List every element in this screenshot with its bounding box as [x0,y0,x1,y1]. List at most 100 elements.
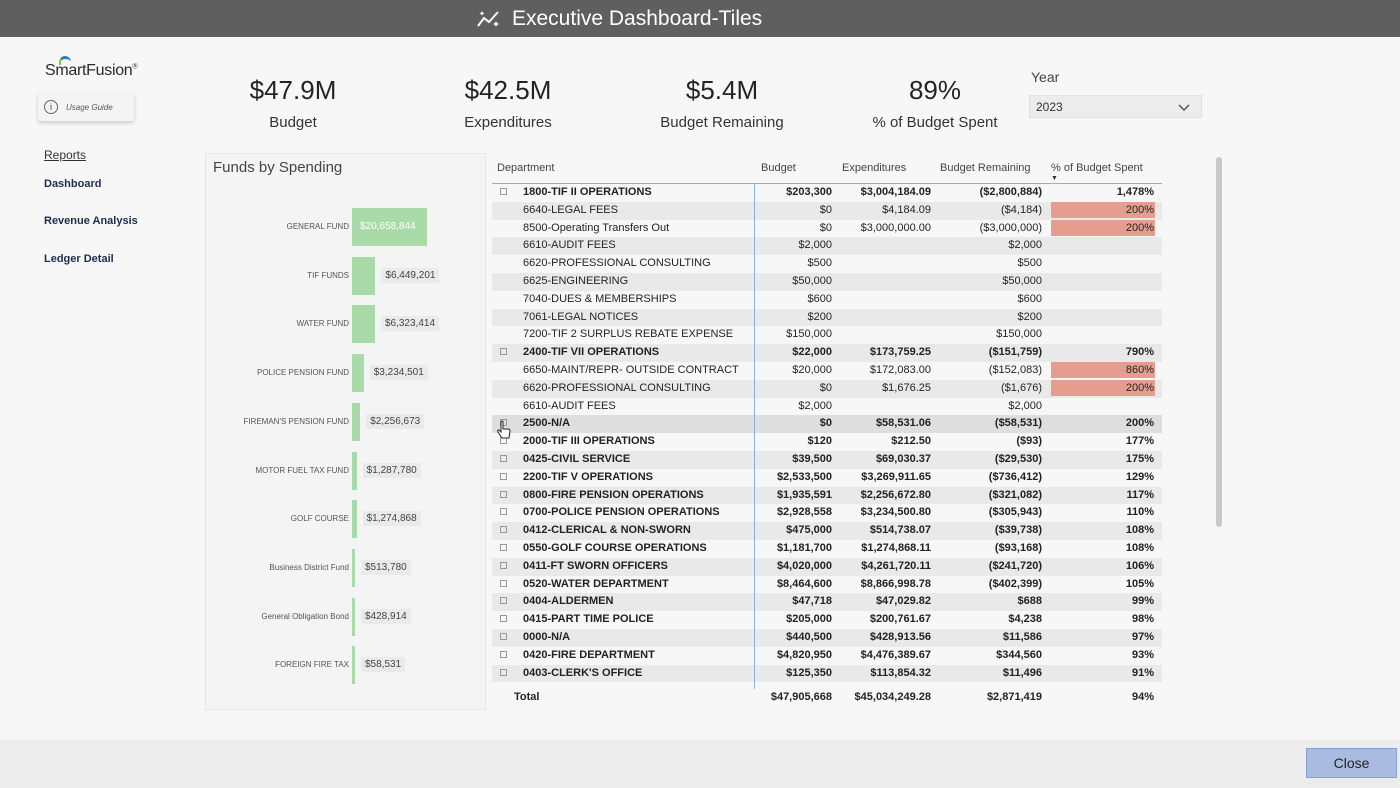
window-title: Executive Dashboard-Tiles [512,6,763,30]
table-row[interactable]: 6620-PROFESSIONAL CONSULTING $0 $1,676.25 (… [492,379,1162,398]
fund-bar-row[interactable]: MOTOR FUEL TAX FUND $1,287,780 [206,451,487,492]
sort-desc-icon[interactable]: ▼ [1051,175,1058,182]
table-row[interactable]: 6650-MAINT/REPR- OUTSIDE CONTRACT $20,000… [492,361,1162,380]
fund-bar-row[interactable]: TIF FUNDS $6,449,201 [206,256,487,297]
fund-bar-row[interactable]: GENERAL FUND $20,658,844 [206,208,487,248]
table-row[interactable]: 0411-FT SWORN OFFICERS $4,020,000 $4,261,7… [492,557,1162,576]
fund-bar[interactable] [352,548,355,587]
fund-bar[interactable] [352,500,357,539]
budget-cell: $200 [807,310,832,323]
pct-cell: 91% [1131,666,1154,679]
hand-cursor-icon [497,420,511,439]
remaining-cell: ($29,530) [994,452,1042,465]
fund-bar-row[interactable]: FIREMAN'S PENSION FUND $2,256,673 [206,402,487,443]
fund-bar[interactable] [352,256,376,295]
expand-icon[interactable] [500,508,507,516]
col-budget[interactable]: Budget [761,162,796,174]
expand-icon[interactable] [500,650,507,658]
pct-cell: 200% [1125,203,1154,216]
pct-cell: 129% [1125,470,1154,483]
table-row[interactable]: 0425-CIVIL SERVICE $39,500 $69,030.37 ($29,… [492,450,1162,469]
table-row[interactable]: 6610-AUDIT FEES $2,000 $2,000 [492,398,1162,416]
expand-icon[interactable] [500,668,507,676]
pct-cell: 790% [1125,346,1154,359]
fund-bar-row[interactable]: FOREIGN FIRE TAX $58,531 [206,646,487,686]
remaining-cell: ($736,412) [988,470,1042,483]
table-row[interactable]: 0420-FIRE DEPARTMENT $4,820,950 $4,476,389… [492,647,1162,665]
expand-icon[interactable] [500,454,507,462]
expand-icon[interactable] [500,579,507,587]
table-row[interactable]: 7200-TIF 2 SURPLUS REBATE EXPENSE $150,00… [492,326,1162,344]
remaining-cell: $4,238 [1008,613,1042,626]
table-row[interactable]: 0520-WATER DEPARTMENT $8,464,600 $8,866,99… [492,576,1162,594]
sidebar-item-ledger-detail[interactable]: Ledger Detail [44,253,114,265]
department-table: Department Budget Expenditures Budget Re… [492,155,1162,705]
table-row[interactable]: 7040-DUES & MEMBERSHIPS $600 $600 [492,291,1162,309]
budget-cell: $440,500 [786,630,832,643]
reports-link[interactable]: Reports [44,148,87,162]
table-row[interactable]: 0404-ALDERMEN $47,718 $47,029.82 $688 99% [492,593,1162,612]
remaining-cell: ($39,738) [994,524,1042,537]
table-row[interactable]: 6625-ENGINEERING $50,000 $50,000 [492,272,1162,291]
expand-icon[interactable] [500,597,507,605]
col-budget-remaining[interactable]: Budget Remaining [940,162,1031,174]
expand-icon[interactable] [500,348,507,356]
expand-icon[interactable] [500,632,507,640]
table-row[interactable]: 0415-PART TIME POLICE $205,000 $200,761.67… [492,611,1162,629]
usage-guide-button[interactable]: i Usage Guide [38,93,134,121]
table-scrollbar[interactable] [1216,157,1222,527]
close-button[interactable]: Close [1306,748,1397,778]
fund-bar-row[interactable]: GOLF COURSE $1,274,868 [206,500,487,540]
expand-icon[interactable] [500,490,507,498]
expand-icon[interactable] [500,615,507,623]
fund-bar[interactable] [352,402,361,441]
budget-cell: $0 [819,221,832,234]
year-dropdown[interactable]: 2023 [1029,95,1202,118]
fund-bar[interactable] [352,305,375,344]
table-row[interactable]: 6620-PROFESSIONAL CONSULTING $500 $500 [492,255,1162,273]
expand-icon[interactable] [500,561,507,569]
fund-bar[interactable] [352,597,355,636]
table-row[interactable]: 8500-Operating Transfers Out $0 $3,000,000… [492,219,1162,238]
table-row[interactable]: 0403-CLERK'S OFFICE $125,350 $113,854.32 $1… [492,664,1162,683]
expand-icon[interactable] [500,472,507,480]
table-row[interactable]: 2200-TIF V OPERATIONS $2,533,500 $3,269,91… [492,469,1162,487]
kpi-value: 89% [908,75,962,105]
table-row[interactable]: 0550-GOLF COURSE OPERATIONS $1,181,700 $1,… [492,540,1162,558]
fund-bar-row[interactable]: WATER FUND $6,323,414 [206,305,487,345]
remaining-cell: $600 [1017,292,1042,305]
table-row[interactable]: 1800-TIF II OPERATIONS $203,300 $3,004,184… [492,184,1162,202]
table-row[interactable]: 2400-TIF VII OPERATIONS $22,000 $173,759.2… [492,344,1162,362]
fund-bar-row[interactable]: POLICE PENSION FUND $3,234,501 [206,354,487,394]
fund-bar-row[interactable]: Business District Fund $513,780 [206,548,487,589]
fund-bar[interactable] [352,451,357,490]
table-row[interactable]: 6610-AUDIT FEES $2,000 $2,000 [492,237,1162,256]
col-department[interactable]: Department [497,162,555,174]
col-pct-spent[interactable]: % of Budget Spent [1051,162,1143,174]
table-row[interactable]: 0000-N/A $440,500 $428,913.56 $11,586 97% [492,628,1162,647]
budget-cell: $4,820,950 [776,648,832,661]
fund-bar[interactable] [352,646,355,685]
kpi-expenditures: $42.5M Expenditures [448,75,568,131]
table-row[interactable]: 2000-TIF III OPERATIONS $120 $212.50 ($93) 1… [492,433,1162,451]
sidebar-item-dashboard[interactable]: Dashboard [44,178,102,190]
table-row[interactable]: 0412-CLERICAL & NON-SWORN $475,000 $514,73… [492,522,1162,540]
expand-icon[interactable] [500,543,507,551]
table-row[interactable]: 0800-FIRE PENSION OPERATIONS $1,935,591 $2… [492,486,1162,505]
smartfusion-logo: SmartFusion® [45,56,138,80]
table-row[interactable]: 6640-LEGAL FEES $0 $4,184.09 ($4,184) 200% [492,201,1162,220]
remaining-cell: ($1,676) [1001,381,1042,394]
remaining-cell: ($241,720) [988,559,1042,572]
fund-bar[interactable] [352,354,364,393]
expand-icon[interactable] [500,188,507,195]
fund-bar-row[interactable]: General Obligation Bond $428,914 [206,597,487,638]
col-expenditures[interactable]: Expenditures [842,162,907,174]
expand-icon[interactable] [500,526,507,534]
usage-guide-label: Usage Guide [66,102,113,112]
fund-bar[interactable] [352,208,427,246]
sidebar-item-revenue-analysis[interactable]: Revenue Analysis [44,215,138,227]
table-row[interactable]: 7061-LEGAL NOTICES $200 $200 [492,308,1162,327]
expenditures-cell: $3,000,000.00 [860,221,931,234]
table-row[interactable]: 2500-N/A $0 $58,531.06 ($58,531) 200% [492,415,1162,434]
table-row[interactable]: 0700-POLICE PENSION OPERATIONS $2,928,558… [492,504,1162,522]
